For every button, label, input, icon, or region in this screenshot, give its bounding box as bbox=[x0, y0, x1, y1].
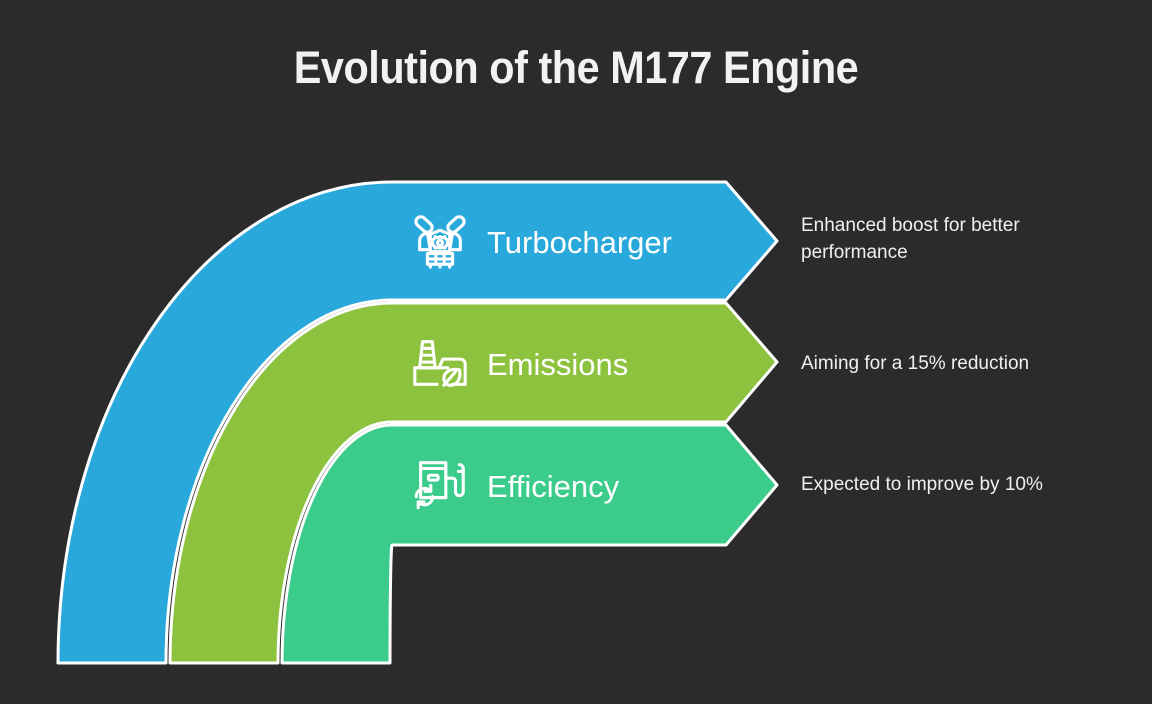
band-efficiency-shape[interactable] bbox=[280, 423, 779, 665]
band-efficiency[interactable] bbox=[280, 423, 779, 665]
band-emissions-shape[interactable] bbox=[168, 301, 779, 665]
band-label-efficiency: Efficiency bbox=[487, 469, 620, 504]
band-description-efficiency: Expected to improve by 10% bbox=[801, 474, 1043, 495]
factory-leaf-icon bbox=[409, 332, 471, 394]
band-turbocharger[interactable] bbox=[56, 180, 779, 665]
fuel-pump-recycle-icon bbox=[409, 453, 471, 515]
page-title: Evolution of the M177 Engine bbox=[293, 42, 859, 93]
band-emissions[interactable] bbox=[168, 301, 779, 665]
band-label-emissions: Emissions bbox=[487, 347, 629, 382]
band-label-turbocharger: Turbocharger bbox=[487, 225, 672, 260]
band-description-emissions: Aiming for a 15% reduction bbox=[801, 353, 1030, 374]
band-turbocharger-shape[interactable] bbox=[56, 180, 779, 665]
band-description-turbocharger: Enhanced boost for better performance bbox=[801, 215, 1020, 263]
turbocharger-icon bbox=[409, 209, 471, 271]
